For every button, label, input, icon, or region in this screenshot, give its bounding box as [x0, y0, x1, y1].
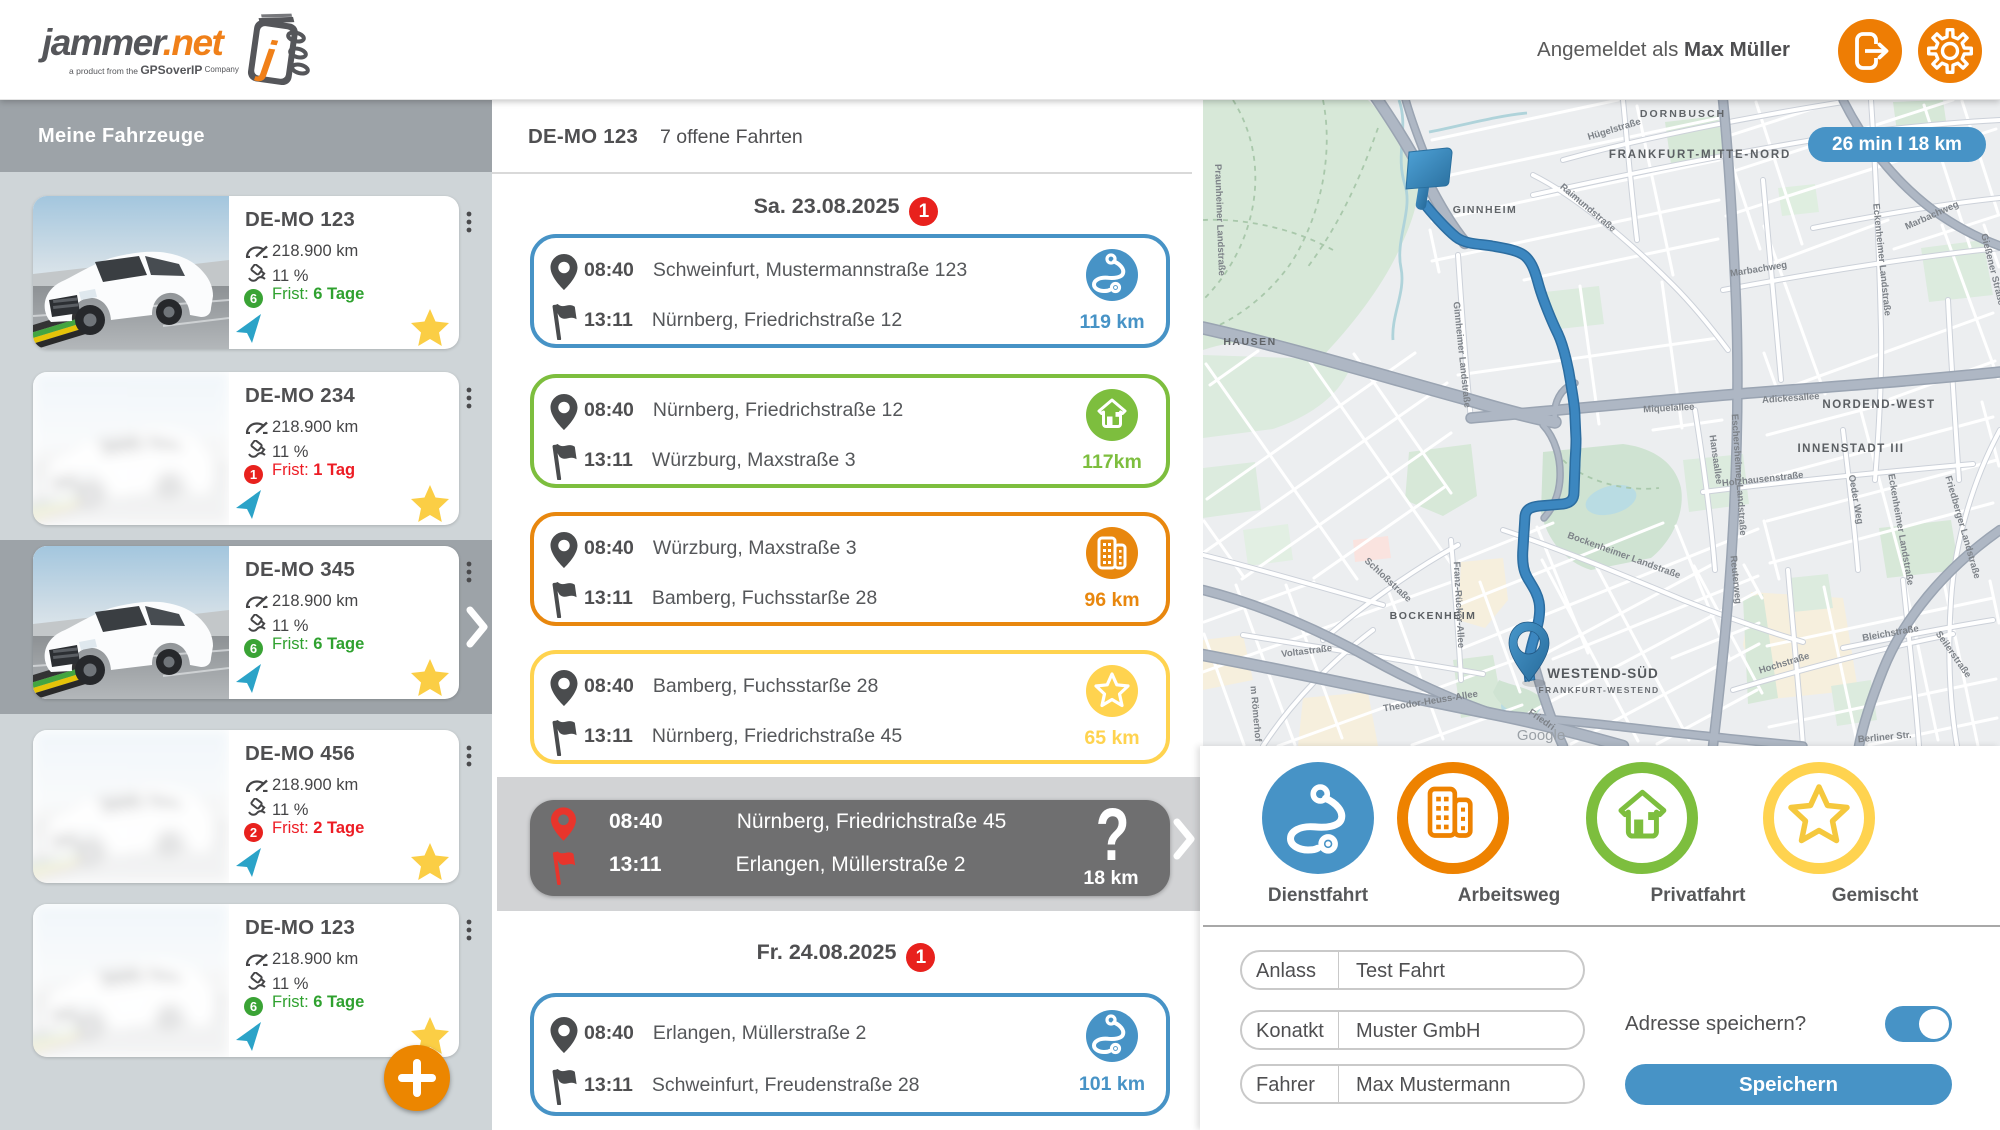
- svg-text:INNENSTADT III: INNENSTADT III: [1797, 443, 1904, 455]
- svg-text:Miquelallee: Miquelallee: [1643, 402, 1695, 416]
- svg-text:NORDEND-WEST: NORDEND-WEST: [1822, 399, 1935, 411]
- svg-text:Adickesallee: Adickesallee: [1762, 391, 1820, 406]
- svg-text:HAUSEN: HAUSEN: [1223, 336, 1276, 348]
- svg-text:WESTEND-SÜD: WESTEND-SÜD: [1547, 666, 1659, 681]
- svg-text:DORNBUSCH: DORNBUSCH: [1640, 108, 1726, 120]
- svg-text:m Römerhof: m Römerhof: [1248, 685, 1264, 743]
- svg-text:Google: Google: [1517, 727, 1565, 744]
- svg-text:Praunheimer Landstraße: Praunheimer Landstraße: [1212, 164, 1227, 276]
- svg-text:FRANKFURT-MITTE-NORD: FRANKFURT-MITTE-NORD: [1609, 149, 1791, 161]
- svg-text:BOCKENHEIM: BOCKENHEIM: [1390, 610, 1477, 622]
- svg-text:Reuterweg: Reuterweg: [1727, 555, 1743, 605]
- svg-text:GINNHEIM: GINNHEIM: [1453, 204, 1518, 216]
- svg-text:Berliner Str.: Berliner Str.: [1857, 730, 1912, 746]
- svg-text:Franz-Rücker-Allee: Franz-Rücker-Allee: [1451, 561, 1467, 648]
- svg-text:FRANKFURT-WESTEND: FRANKFURT-WESTEND: [1538, 685, 1659, 695]
